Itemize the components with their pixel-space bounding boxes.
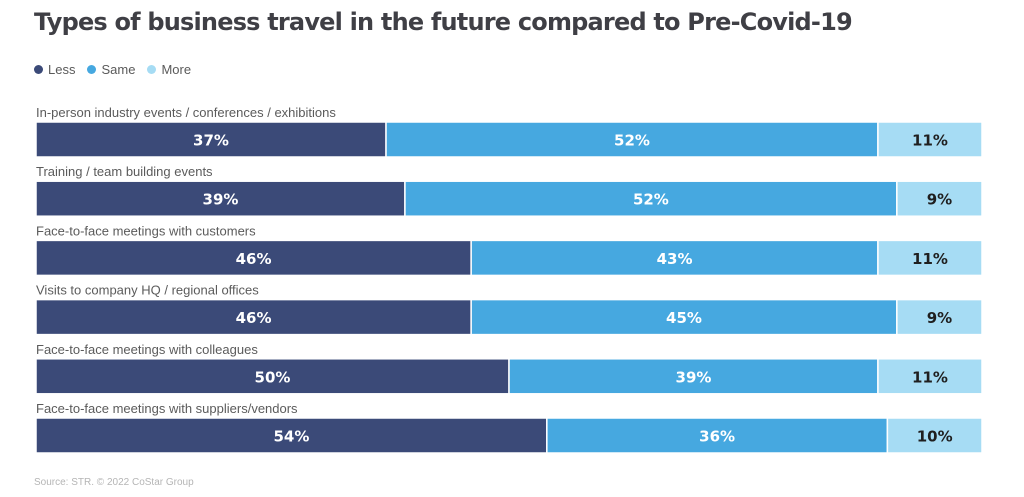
data-label-less: 37% — [193, 132, 229, 150]
legend-label-less: Less — [48, 62, 76, 77]
data-label-more: 10% — [917, 428, 953, 446]
source-note: Source: STR. © 2022 CoStar Group — [34, 477, 194, 488]
data-label-same: 43% — [657, 250, 693, 268]
legend-item-same: Same — [87, 62, 135, 77]
category-label: Face-to-face meetings with colleagues — [36, 342, 258, 357]
data-label-more: 11% — [912, 368, 948, 386]
data-label-more: 11% — [912, 132, 948, 150]
bar-segment-more — [877, 358, 983, 395]
data-label-more: 11% — [912, 250, 948, 268]
legend-swatch-less — [34, 65, 43, 74]
stacked-bar-chart: In-person industry events / conferences … — [35, 105, 983, 454]
bar-segment-more — [877, 239, 983, 277]
bar-segment-more — [896, 298, 983, 336]
legend-swatch-same — [87, 65, 97, 74]
data-label-same: 52% — [633, 191, 669, 209]
data-label-less: 46% — [236, 309, 272, 327]
bar-segment-same — [385, 121, 879, 158]
bar-segment-less — [35, 180, 406, 217]
bar-segment-same — [404, 180, 898, 217]
bar-segment-less — [35, 358, 510, 395]
data-label-less: 46% — [236, 250, 272, 268]
bar-segment-same — [470, 298, 898, 336]
chart-title: Types of business travel in the future c… — [34, 8, 853, 36]
data-label-less: 50% — [255, 368, 291, 386]
bar-segment-more — [886, 417, 983, 454]
category-label: Training / team building events — [36, 164, 213, 179]
legend-item-less: Less — [34, 62, 75, 77]
data-label-more: 9% — [927, 191, 952, 209]
data-label-same: 45% — [666, 309, 702, 327]
data-label-more: 9% — [927, 309, 952, 327]
legend-label-same: Same — [101, 62, 136, 77]
bar-segment-less — [35, 298, 472, 336]
bar-segment-less — [35, 417, 548, 454]
bar-segment-more — [896, 180, 983, 217]
data-label-same: 39% — [676, 368, 712, 386]
category-label: Visits to company HQ / regional offices — [36, 283, 259, 298]
category-label: Face-to-face meetings with suppliers/ven… — [36, 401, 298, 416]
data-label-less: 39% — [203, 191, 239, 209]
legend-item-more: More — [147, 62, 191, 77]
bar-segment-less — [35, 239, 472, 277]
bar-segment-same — [546, 417, 889, 454]
bar-segment-more — [877, 121, 983, 158]
data-label-less: 54% — [273, 428, 309, 446]
legend-swatch-more — [147, 65, 157, 74]
data-label-same: 36% — [699, 428, 735, 446]
category-label: Face-to-face meetings with customers — [36, 223, 256, 238]
legend-label-more: More — [161, 62, 192, 77]
category-label: In-person industry events / conferences … — [36, 105, 336, 120]
bar-segment-same — [470, 239, 879, 277]
data-label-same: 52% — [614, 132, 650, 150]
legend: Less Same More — [34, 62, 203, 77]
